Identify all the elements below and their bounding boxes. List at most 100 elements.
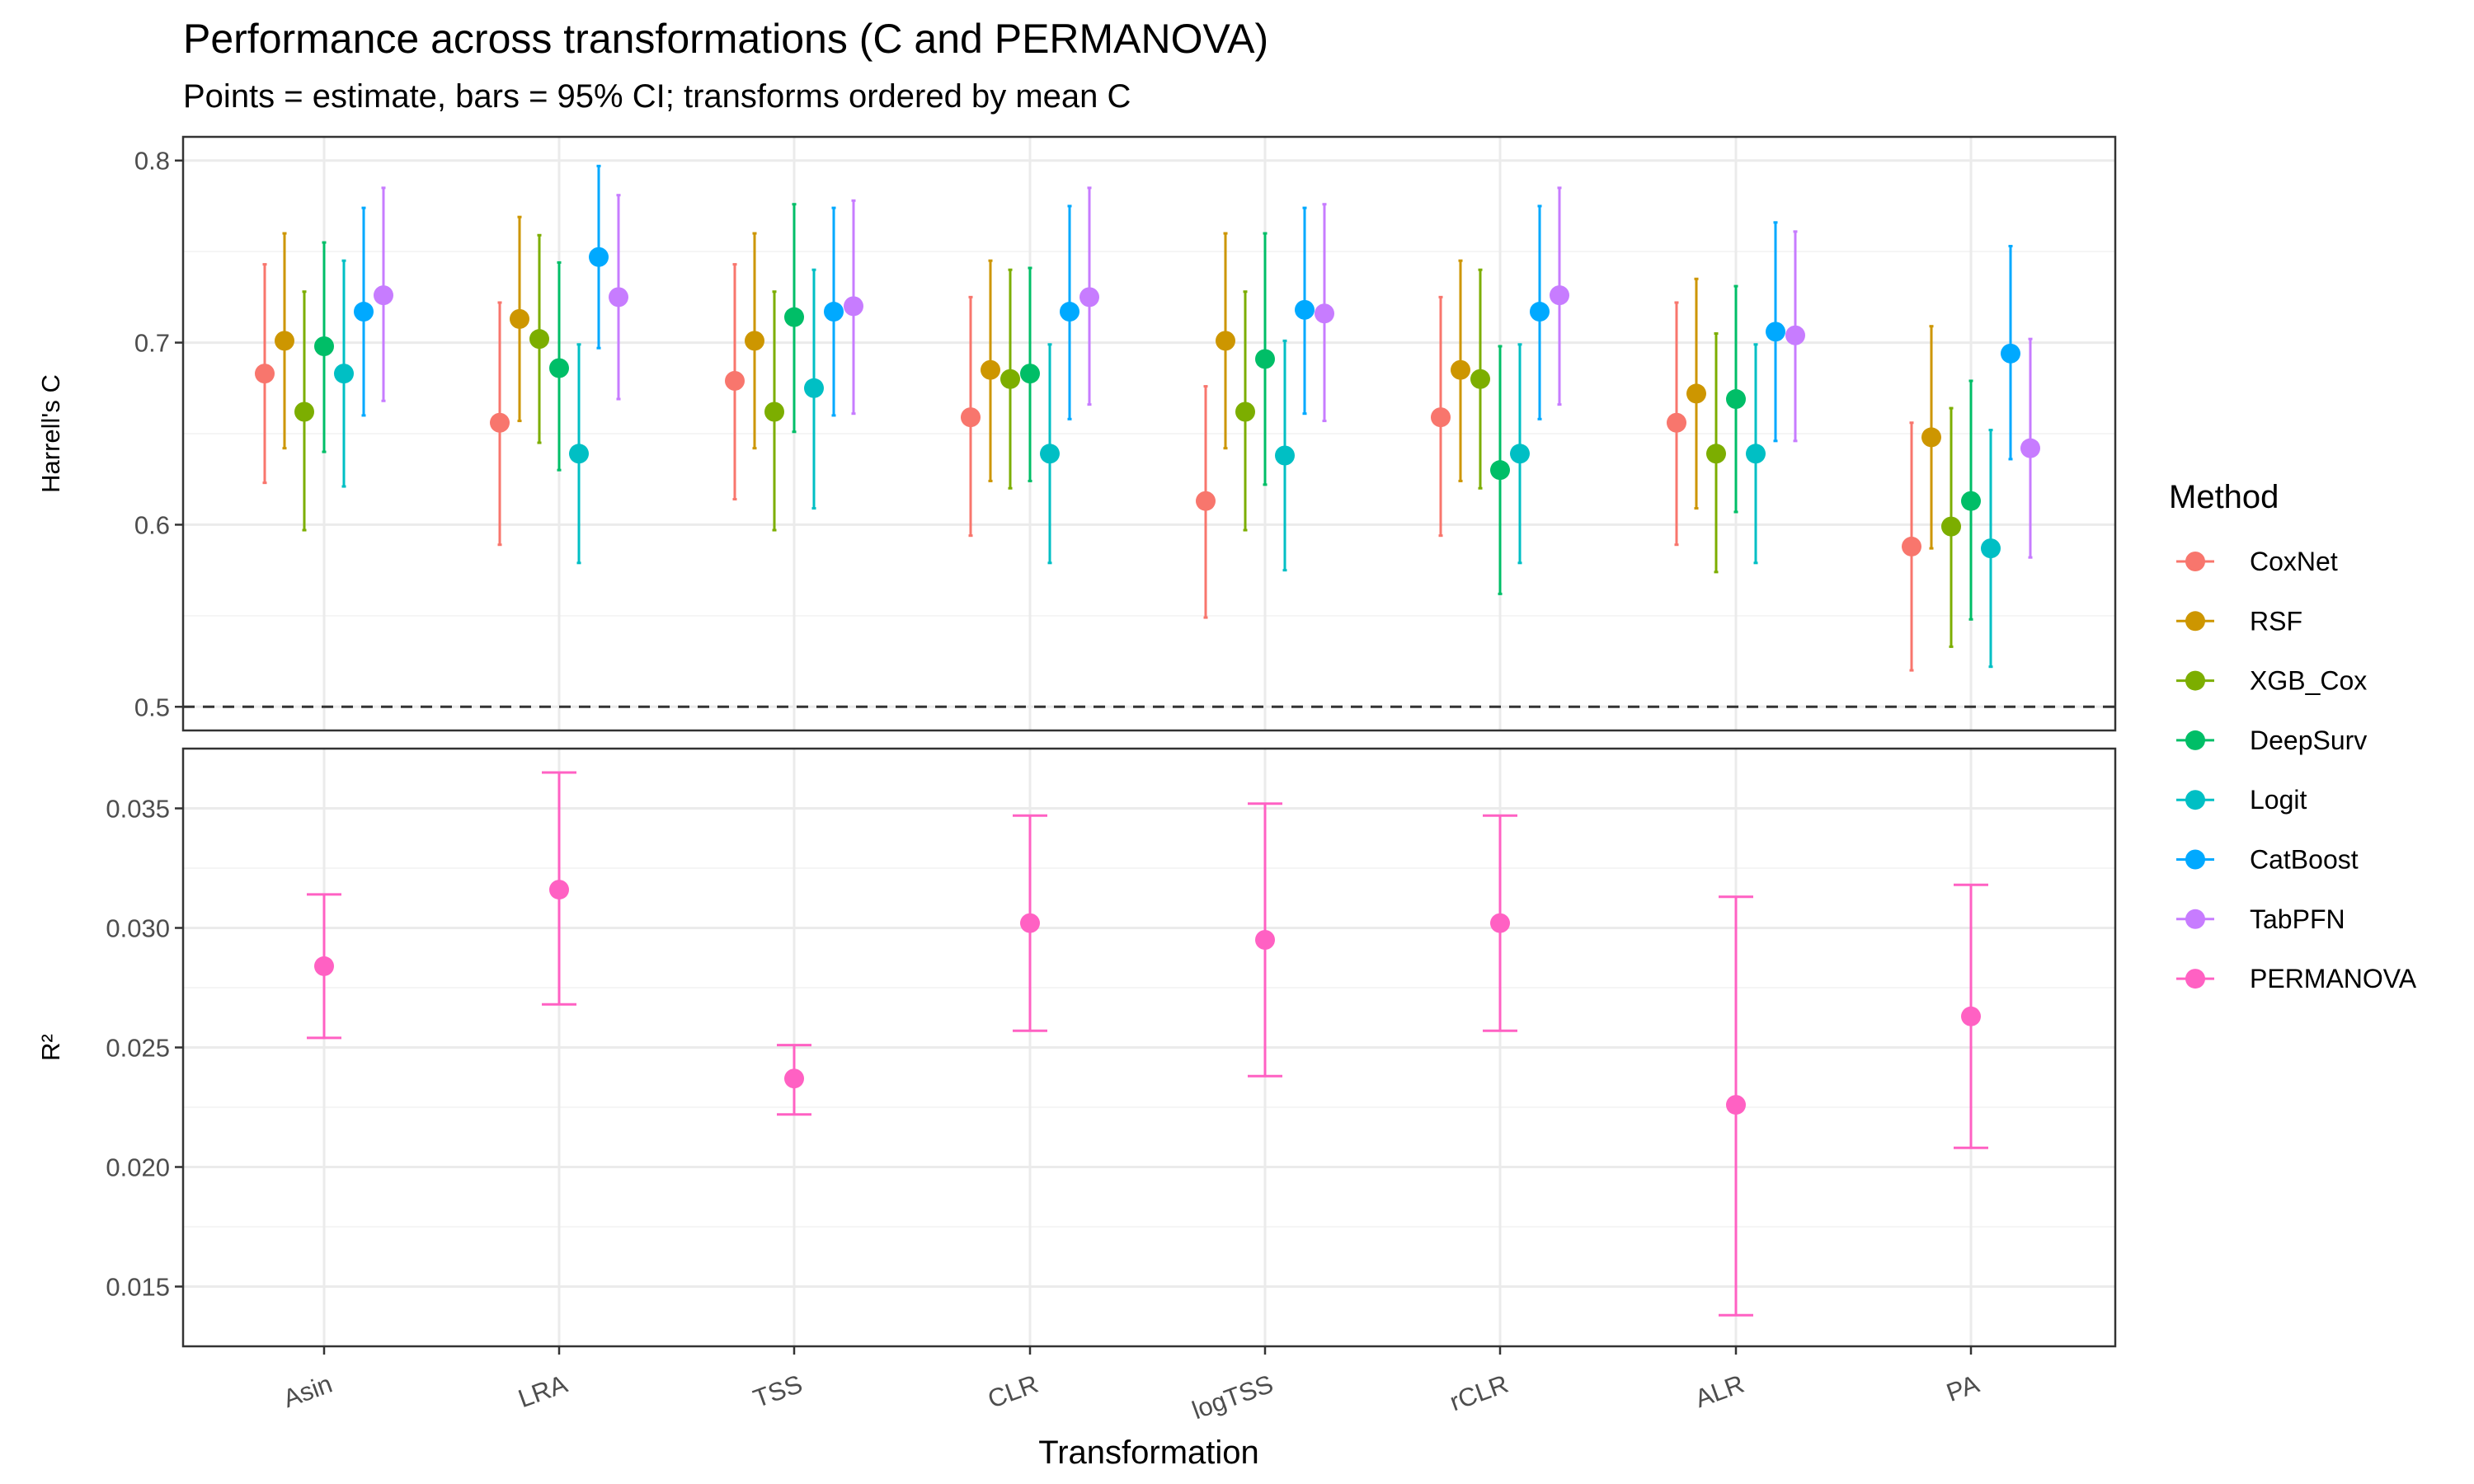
bottom-panel: 0.015 0.020 0.025 0.030 0.035 [106, 747, 2117, 1348]
y-tick-label: 0.7 [134, 329, 170, 358]
data-point [784, 1068, 804, 1089]
legend-key-point [2185, 552, 2205, 571]
legend-key-point [2185, 969, 2205, 989]
data-point [510, 308, 529, 329]
data-point [1000, 369, 1020, 389]
x-axis: Asin LRA TSS CLR logTSS rCLR ALR PA [280, 1346, 1983, 1425]
data-point [725, 370, 745, 391]
legend-item-DeepSurv: DeepSurv [2176, 726, 2367, 755]
legend-item-Logit: Logit [2176, 785, 2307, 815]
data-point [314, 336, 334, 356]
data-point [314, 956, 334, 976]
data-point [1295, 299, 1315, 320]
data-point [255, 364, 275, 384]
data-point [1196, 491, 1216, 511]
series-CatBoost [354, 164, 2020, 461]
data-point [1550, 285, 1569, 306]
series-XGB_Cox [294, 233, 1961, 648]
data-point [1726, 389, 1746, 410]
data-point [294, 402, 314, 422]
chart-subtitle: Points = estimate, bars = 95% CI; transf… [183, 78, 1131, 115]
x-tick-label: rCLR [1446, 1369, 1512, 1417]
legend-key-point [2185, 909, 2205, 929]
data-point [589, 247, 609, 267]
data-point [1255, 930, 1275, 950]
data-point [1706, 444, 1726, 464]
data-point [1470, 369, 1490, 389]
top-panel: 0.5 0.6 0.7 0.8 [134, 135, 2117, 732]
data-point [354, 302, 374, 322]
y-axis-title-top: Harrell's C [36, 374, 65, 493]
series-Logit [334, 259, 2001, 669]
y-tick-label: 0.035 [106, 795, 170, 824]
data-point [1020, 364, 1040, 384]
data-point [1961, 1006, 1981, 1026]
legend-item-XGB_Cox: XGB_Cox [2176, 666, 2367, 696]
legend-key-point [2185, 849, 2205, 870]
data-point [1020, 913, 1040, 933]
x-tick-label: PA [1943, 1369, 1983, 1407]
data-point [1785, 325, 1805, 345]
data-point [784, 307, 804, 327]
legend-key-point [2185, 670, 2205, 691]
legend-label: TabPFN [2250, 904, 2345, 934]
series-CoxNet [255, 263, 1921, 672]
legend-label: XGB_Cox [2250, 666, 2367, 696]
x-axis-title: Transformation [1038, 1435, 1259, 1471]
series-TabPFN [374, 186, 2040, 559]
series-PERMANOVA [307, 771, 1988, 1317]
series-RSF [275, 215, 1941, 550]
data-point [1431, 407, 1451, 428]
data-point [334, 364, 354, 384]
data-point [549, 880, 569, 900]
x-tick-label: CLR [984, 1369, 1042, 1414]
data-point [1490, 460, 1510, 481]
data-point [1315, 303, 1334, 324]
data-point [1766, 322, 1785, 342]
x-tick-label: Asin [280, 1369, 336, 1414]
data-point [1961, 491, 1981, 511]
data-point [1667, 412, 1686, 433]
y-tick-label: 0.5 [134, 693, 170, 721]
data-point [961, 407, 981, 428]
data-point [2001, 343, 2020, 364]
y-tick-label: 0.015 [106, 1273, 170, 1302]
y-tick-label: 0.025 [106, 1034, 170, 1063]
data-point [1902, 536, 1921, 556]
data-point [764, 402, 784, 422]
legend-label: Logit [2250, 785, 2307, 815]
x-tick-label: logTSS [1188, 1369, 1277, 1425]
data-point [374, 285, 393, 306]
data-point [1686, 383, 1706, 404]
data-point [1275, 445, 1295, 466]
y-axis-title-bottom: R² [36, 1034, 65, 1061]
data-point [1726, 1095, 1746, 1115]
data-point [1746, 444, 1766, 464]
data-point [1255, 349, 1275, 369]
data-point [745, 331, 764, 351]
chart-title: Performance across transformations (C an… [183, 16, 1268, 62]
data-point [981, 359, 1000, 380]
x-tick-label: LRA [515, 1369, 571, 1414]
data-point [1510, 444, 1530, 464]
data-point [609, 287, 628, 308]
legend-item-RSF: RSF [2176, 606, 2302, 636]
data-point [569, 444, 589, 464]
y-tick-label: 0.020 [106, 1153, 170, 1182]
legend-label: PERMANOVA [2250, 964, 2417, 993]
data-point [1921, 427, 1941, 448]
legend-label: CoxNet [2250, 547, 2338, 576]
y-tick-label: 0.8 [134, 147, 170, 176]
y-tick-label: 0.030 [106, 914, 170, 943]
legend-key-point [2185, 611, 2205, 632]
legend-label: DeepSurv [2250, 726, 2367, 755]
data-point [1490, 913, 1510, 933]
series-DeepSurv [314, 203, 1981, 621]
legend-label: RSF [2250, 606, 2302, 636]
legend-key-point [2185, 730, 2205, 750]
legend-label: CatBoost [2250, 845, 2359, 875]
data-point [529, 329, 549, 350]
legend-item-PERMANOVA: PERMANOVA [2176, 964, 2417, 993]
legend-item-CatBoost: CatBoost [2176, 845, 2359, 875]
